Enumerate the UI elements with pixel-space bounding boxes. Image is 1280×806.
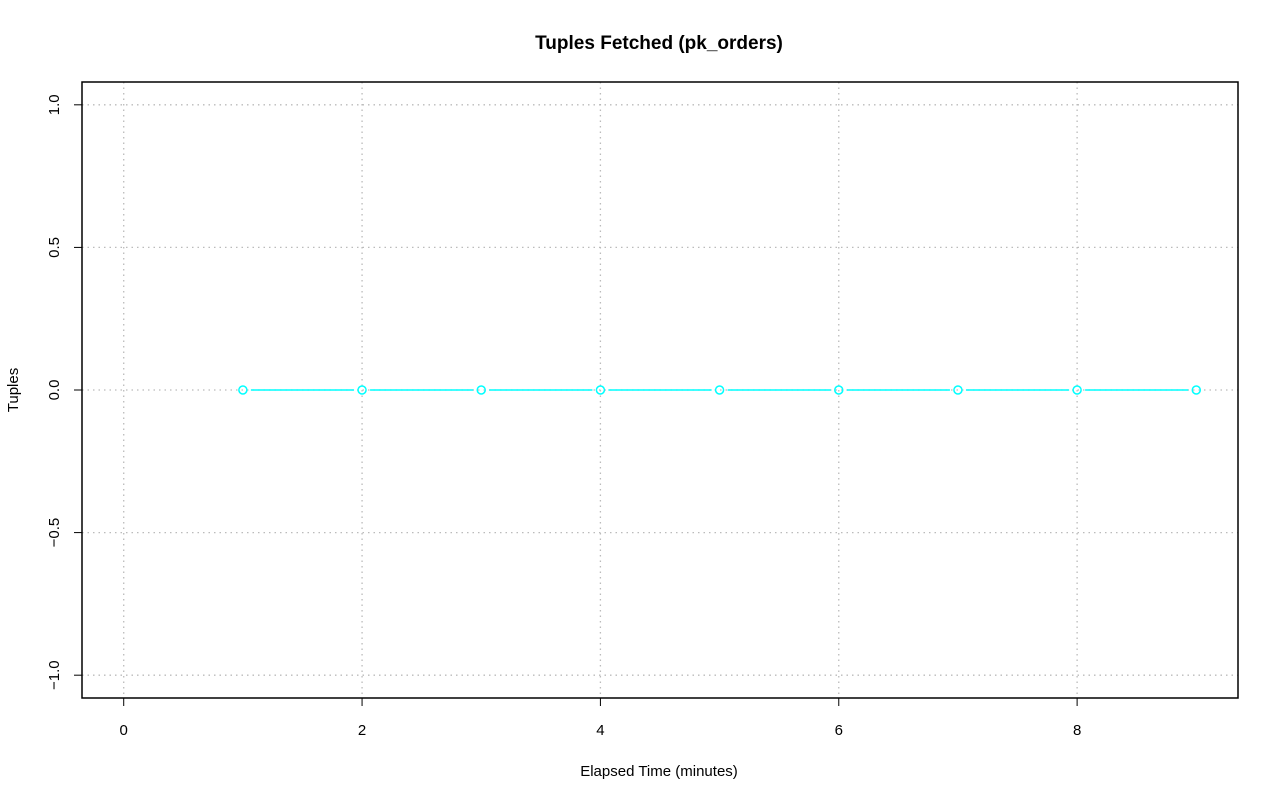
y-tick-label: −0.5 xyxy=(46,518,63,548)
data-point xyxy=(953,385,963,395)
data-point xyxy=(238,385,248,395)
chart-title: Tuples Fetched (pk_orders) xyxy=(535,33,783,54)
x-tick-label: 6 xyxy=(835,722,843,739)
y-tick-label: 0.0 xyxy=(46,380,63,401)
x-tick-label: 4 xyxy=(596,722,604,739)
data-point xyxy=(595,385,606,395)
y-tick-label: 0.5 xyxy=(46,237,63,258)
y-axis-label: Tuples xyxy=(5,368,22,412)
data-point xyxy=(834,385,844,395)
data-point xyxy=(1191,385,1202,395)
y-tick-label: −1.0 xyxy=(46,660,63,690)
data-point xyxy=(1072,385,1082,395)
data-point xyxy=(357,385,367,395)
data-point xyxy=(476,385,486,395)
x-axis-label: Elapsed Time (minutes) xyxy=(580,763,738,780)
data-point xyxy=(714,385,725,395)
x-tick-label: 2 xyxy=(358,722,366,739)
y-tick-label: 1.0 xyxy=(46,94,63,115)
x-tick-label: 8 xyxy=(1073,722,1081,739)
axes: 0 2 4 6 8 −1.0 −0.5 0.0 0.5 1.0 xyxy=(46,94,1081,739)
series xyxy=(238,385,1202,395)
x-tick-label: 0 xyxy=(120,722,128,739)
